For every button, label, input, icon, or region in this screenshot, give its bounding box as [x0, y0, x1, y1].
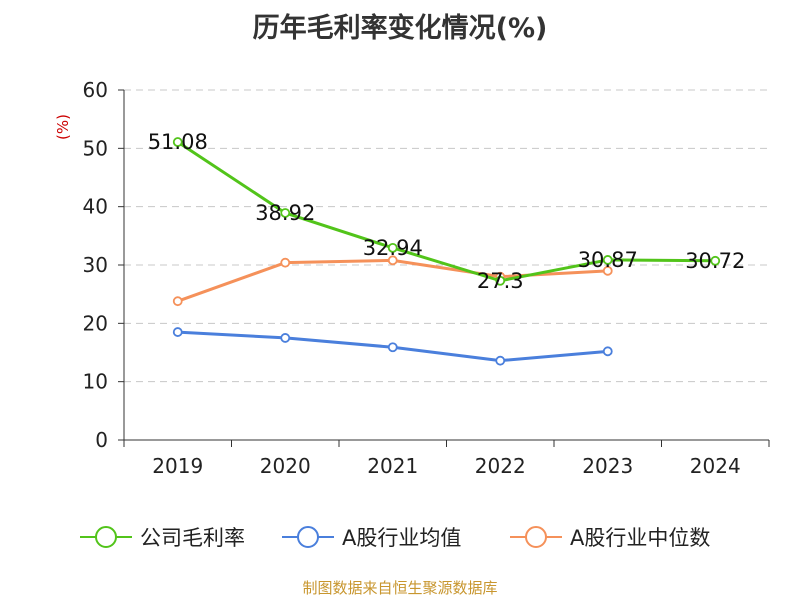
- data-point: [710, 255, 721, 266]
- legend-item: A股行业中位数: [510, 526, 710, 550]
- legend: 公司毛利率 A股行业均值 A股行业中位数: [80, 526, 710, 550]
- data-point: [602, 255, 613, 265]
- data-point: [280, 257, 291, 268]
- legend-marker: [297, 526, 319, 548]
- y-tick-label: 20: [83, 311, 108, 335]
- series-line: [177, 258, 608, 303]
- data-point: [602, 346, 613, 357]
- data-point: [280, 333, 291, 343]
- x-tick-label: 2023: [582, 454, 633, 478]
- data-label: 38.92: [255, 201, 315, 225]
- data-point: [387, 255, 398, 266]
- legend-item: 公司毛利率: [80, 526, 245, 550]
- data-point: [172, 137, 183, 147]
- series-line: [176, 140, 716, 283]
- legend-label: A股行业中位数: [570, 526, 710, 550]
- data-point: [495, 275, 506, 286]
- legend-label: 公司毛利率: [140, 526, 245, 550]
- grid-lines: [124, 89, 769, 383]
- x-tick-label: 2022: [475, 454, 526, 478]
- data-labels: 51.08 38.92 32.94 27.3 30.87 30.72: [148, 130, 746, 293]
- data-label: 51.08: [148, 130, 208, 154]
- data-label: 32.94: [363, 236, 423, 260]
- data-label: 30.72: [685, 249, 745, 273]
- y-tick-label: 10: [83, 370, 108, 394]
- data-point: [602, 265, 613, 276]
- y-tick-label: 30: [83, 253, 108, 277]
- data-point: [172, 327, 183, 337]
- data-point: [387, 342, 398, 353]
- source-note: 制图数据来自恒生聚源数据库: [302, 579, 498, 597]
- legend-marker: [525, 526, 547, 548]
- data-point: [495, 355, 506, 366]
- x-tick-label: 2024: [690, 454, 741, 478]
- legend-marker: [95, 526, 117, 548]
- x-tick-label: 2020: [260, 454, 311, 478]
- y-tick-label: 60: [83, 78, 108, 102]
- series: [172, 137, 721, 366]
- legend-label: A股行业均值: [342, 526, 461, 550]
- data-point: [280, 208, 291, 218]
- data-point: [172, 296, 183, 307]
- data-label: 27.3: [477, 269, 524, 293]
- chart-title: 历年毛利率变化情况(%): [252, 13, 548, 44]
- x-tick-label: 2019: [152, 454, 203, 478]
- legend-item: A股行业均值: [282, 526, 461, 550]
- axes: 0 10 20 30 40 50 60 2019 2020 2021 2022 2023 2024: [83, 78, 770, 478]
- data-point: [387, 242, 398, 253]
- y-tick-label: 0: [95, 428, 108, 452]
- data-label: 30.87: [578, 248, 638, 272]
- y-tick-label: 40: [83, 195, 108, 219]
- y-tick-label: 50: [83, 136, 108, 160]
- y-axis-unit-label: (%): [54, 114, 72, 140]
- x-tick-label: 2021: [367, 454, 418, 478]
